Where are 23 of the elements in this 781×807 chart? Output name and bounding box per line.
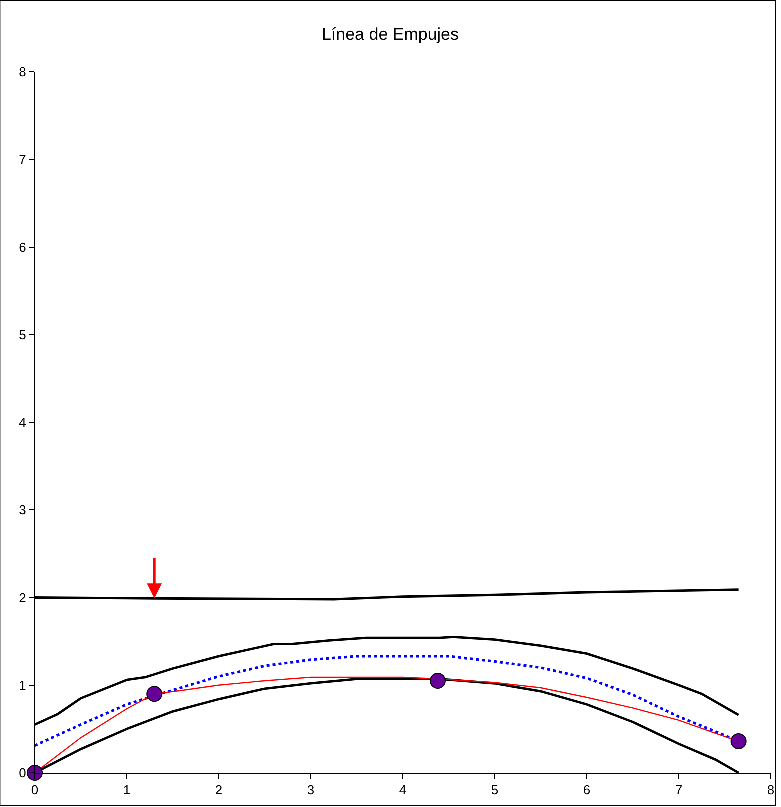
y-tick-label: 6 (19, 240, 26, 255)
x-tick-label: 3 (307, 782, 315, 798)
y-tick-label: 0 (19, 766, 26, 781)
y-tick-label: 2 (19, 590, 26, 606)
x-tick-label: 6 (583, 782, 591, 798)
y-tick-label: 3 (19, 502, 26, 518)
x-tick-label: 0 (31, 782, 39, 798)
x-tick-label: 7 (675, 782, 683, 798)
point (430, 672, 446, 689)
point (27, 765, 43, 781)
x-tick-label: 5 (491, 782, 499, 798)
y-tick-label: 4 (19, 415, 26, 430)
y-tick-label: 1 (19, 678, 26, 693)
y-tick-label: 8 (19, 64, 26, 80)
x-tick-label: 1 (123, 782, 131, 798)
point (730, 733, 747, 750)
x-tick-label: 2 (215, 782, 223, 798)
y-tick-label: 5 (19, 327, 26, 342)
chart-title: Línea de Empujes (322, 25, 460, 44)
y-tick-label: 7 (19, 152, 26, 168)
x-tick-label: 8 (767, 782, 775, 798)
x-tick-label: 4 (399, 782, 407, 798)
point (146, 686, 163, 702)
